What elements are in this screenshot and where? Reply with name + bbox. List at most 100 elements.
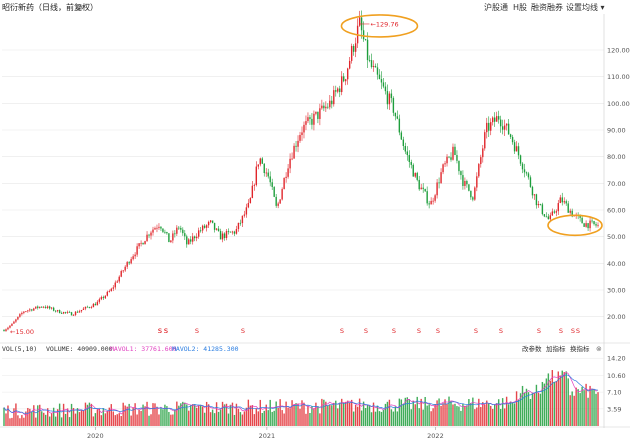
volume-bar xyxy=(557,371,559,426)
volume-tool-0[interactable]: 改参数 xyxy=(522,344,542,353)
candle-body xyxy=(158,226,160,228)
volume-bar xyxy=(146,401,148,426)
volume-bar xyxy=(400,399,403,426)
candle-body xyxy=(166,231,168,234)
volume-bar xyxy=(422,409,424,426)
toolbar-hk-connect[interactable]: 沪股通 xyxy=(484,3,508,12)
toolbar-margin-trading[interactable]: 融资融券 xyxy=(531,3,563,12)
candle-body xyxy=(492,117,494,123)
recent-low-highlight xyxy=(547,214,603,237)
candle-body xyxy=(199,230,202,232)
volume-bar xyxy=(517,399,520,426)
price-tick-label: 110.00 xyxy=(607,73,630,81)
volume-bar xyxy=(527,392,530,426)
volume-bar xyxy=(575,387,577,426)
candle-body xyxy=(122,270,124,272)
close-icon[interactable]: ⊗ xyxy=(596,345,602,353)
volume-bar xyxy=(589,385,591,426)
candle-body xyxy=(235,229,238,234)
volume-bar xyxy=(168,411,170,426)
gear-icon[interactable]: ⚙ xyxy=(76,3,84,12)
candle-body xyxy=(597,224,599,226)
candle-body xyxy=(299,134,301,141)
volume-bar xyxy=(64,413,67,426)
volume-bar xyxy=(156,406,158,426)
volume-bar xyxy=(247,399,250,426)
volume-bar xyxy=(482,402,484,426)
volume-bar xyxy=(426,405,428,426)
candle-body xyxy=(567,203,569,213)
volume-bar xyxy=(293,404,295,426)
volume-bar xyxy=(178,405,180,426)
volume-bar xyxy=(392,411,395,426)
candle-body xyxy=(325,106,327,109)
candle-body xyxy=(178,227,180,229)
volume-bar xyxy=(549,380,552,426)
candle-body xyxy=(394,112,397,117)
mavol2-value: MAVOL2: 41285.300 xyxy=(172,345,239,353)
volume-bar xyxy=(301,400,303,426)
volume-bar xyxy=(374,411,377,426)
candle-body xyxy=(309,117,311,119)
volume-bar xyxy=(420,398,422,426)
candle-body xyxy=(402,139,405,147)
candle-body xyxy=(92,303,95,308)
candle-body xyxy=(517,146,520,156)
candle-body xyxy=(221,233,224,240)
candle-body xyxy=(408,155,410,163)
volume-bar xyxy=(45,414,47,426)
candle-body xyxy=(513,142,516,152)
candle-body xyxy=(35,306,37,309)
volume-bar xyxy=(593,389,595,426)
candle-body xyxy=(537,203,540,206)
candle-body xyxy=(239,222,242,224)
candle-body xyxy=(420,187,422,190)
volume-bar xyxy=(287,407,289,426)
volume-bar xyxy=(547,373,550,426)
candle-body xyxy=(261,158,263,164)
volume-bar xyxy=(428,404,430,426)
volume-bars xyxy=(3,370,599,426)
volume-bar xyxy=(194,404,196,426)
candle-body xyxy=(126,262,128,267)
volume-bar xyxy=(488,403,490,426)
candle-body xyxy=(549,215,552,220)
volume-bar xyxy=(396,411,399,426)
toolbar-ma-settings[interactable]: 设置均线 ▾ xyxy=(566,3,605,12)
volume-ma-lines xyxy=(3,371,599,417)
volume-bar xyxy=(190,405,192,426)
volume-bar xyxy=(84,402,87,426)
volume-bar xyxy=(182,401,184,426)
volume-bar xyxy=(555,381,557,426)
volume-bar xyxy=(243,411,246,426)
volume-bar xyxy=(251,405,254,426)
volume-tool-1[interactable]: 加指标 xyxy=(546,344,566,353)
candle-body xyxy=(134,254,136,257)
candle-body xyxy=(533,194,536,196)
candle-body xyxy=(209,220,212,222)
volume-bar xyxy=(291,400,293,426)
price-grid xyxy=(0,14,630,428)
toolbar-h-share[interactable]: H股 xyxy=(513,3,528,12)
candle-body xyxy=(132,256,134,260)
candle-body xyxy=(13,321,15,324)
candle-body xyxy=(241,215,244,224)
volume-bar xyxy=(335,400,337,426)
volume-tool-2[interactable]: 换指标 xyxy=(570,344,590,353)
volume-bar xyxy=(43,412,45,426)
mavol1-value: MAVOL1: 37761.600 xyxy=(110,345,177,353)
volume-bar xyxy=(207,404,210,426)
candle-body xyxy=(595,224,597,226)
candle-body xyxy=(293,145,295,159)
price-tick-label: 50.00 xyxy=(607,233,626,241)
volume-bar xyxy=(507,404,510,426)
volume-bar xyxy=(295,403,297,426)
volume-bar xyxy=(11,417,13,426)
volume-bar xyxy=(444,399,446,426)
volume-bar xyxy=(319,413,321,426)
candle-body xyxy=(368,60,371,61)
candle-body xyxy=(561,197,563,203)
volume-bar xyxy=(360,410,363,426)
volume-axis: 14.20 10.60 7.10 3.59 xyxy=(607,355,626,414)
